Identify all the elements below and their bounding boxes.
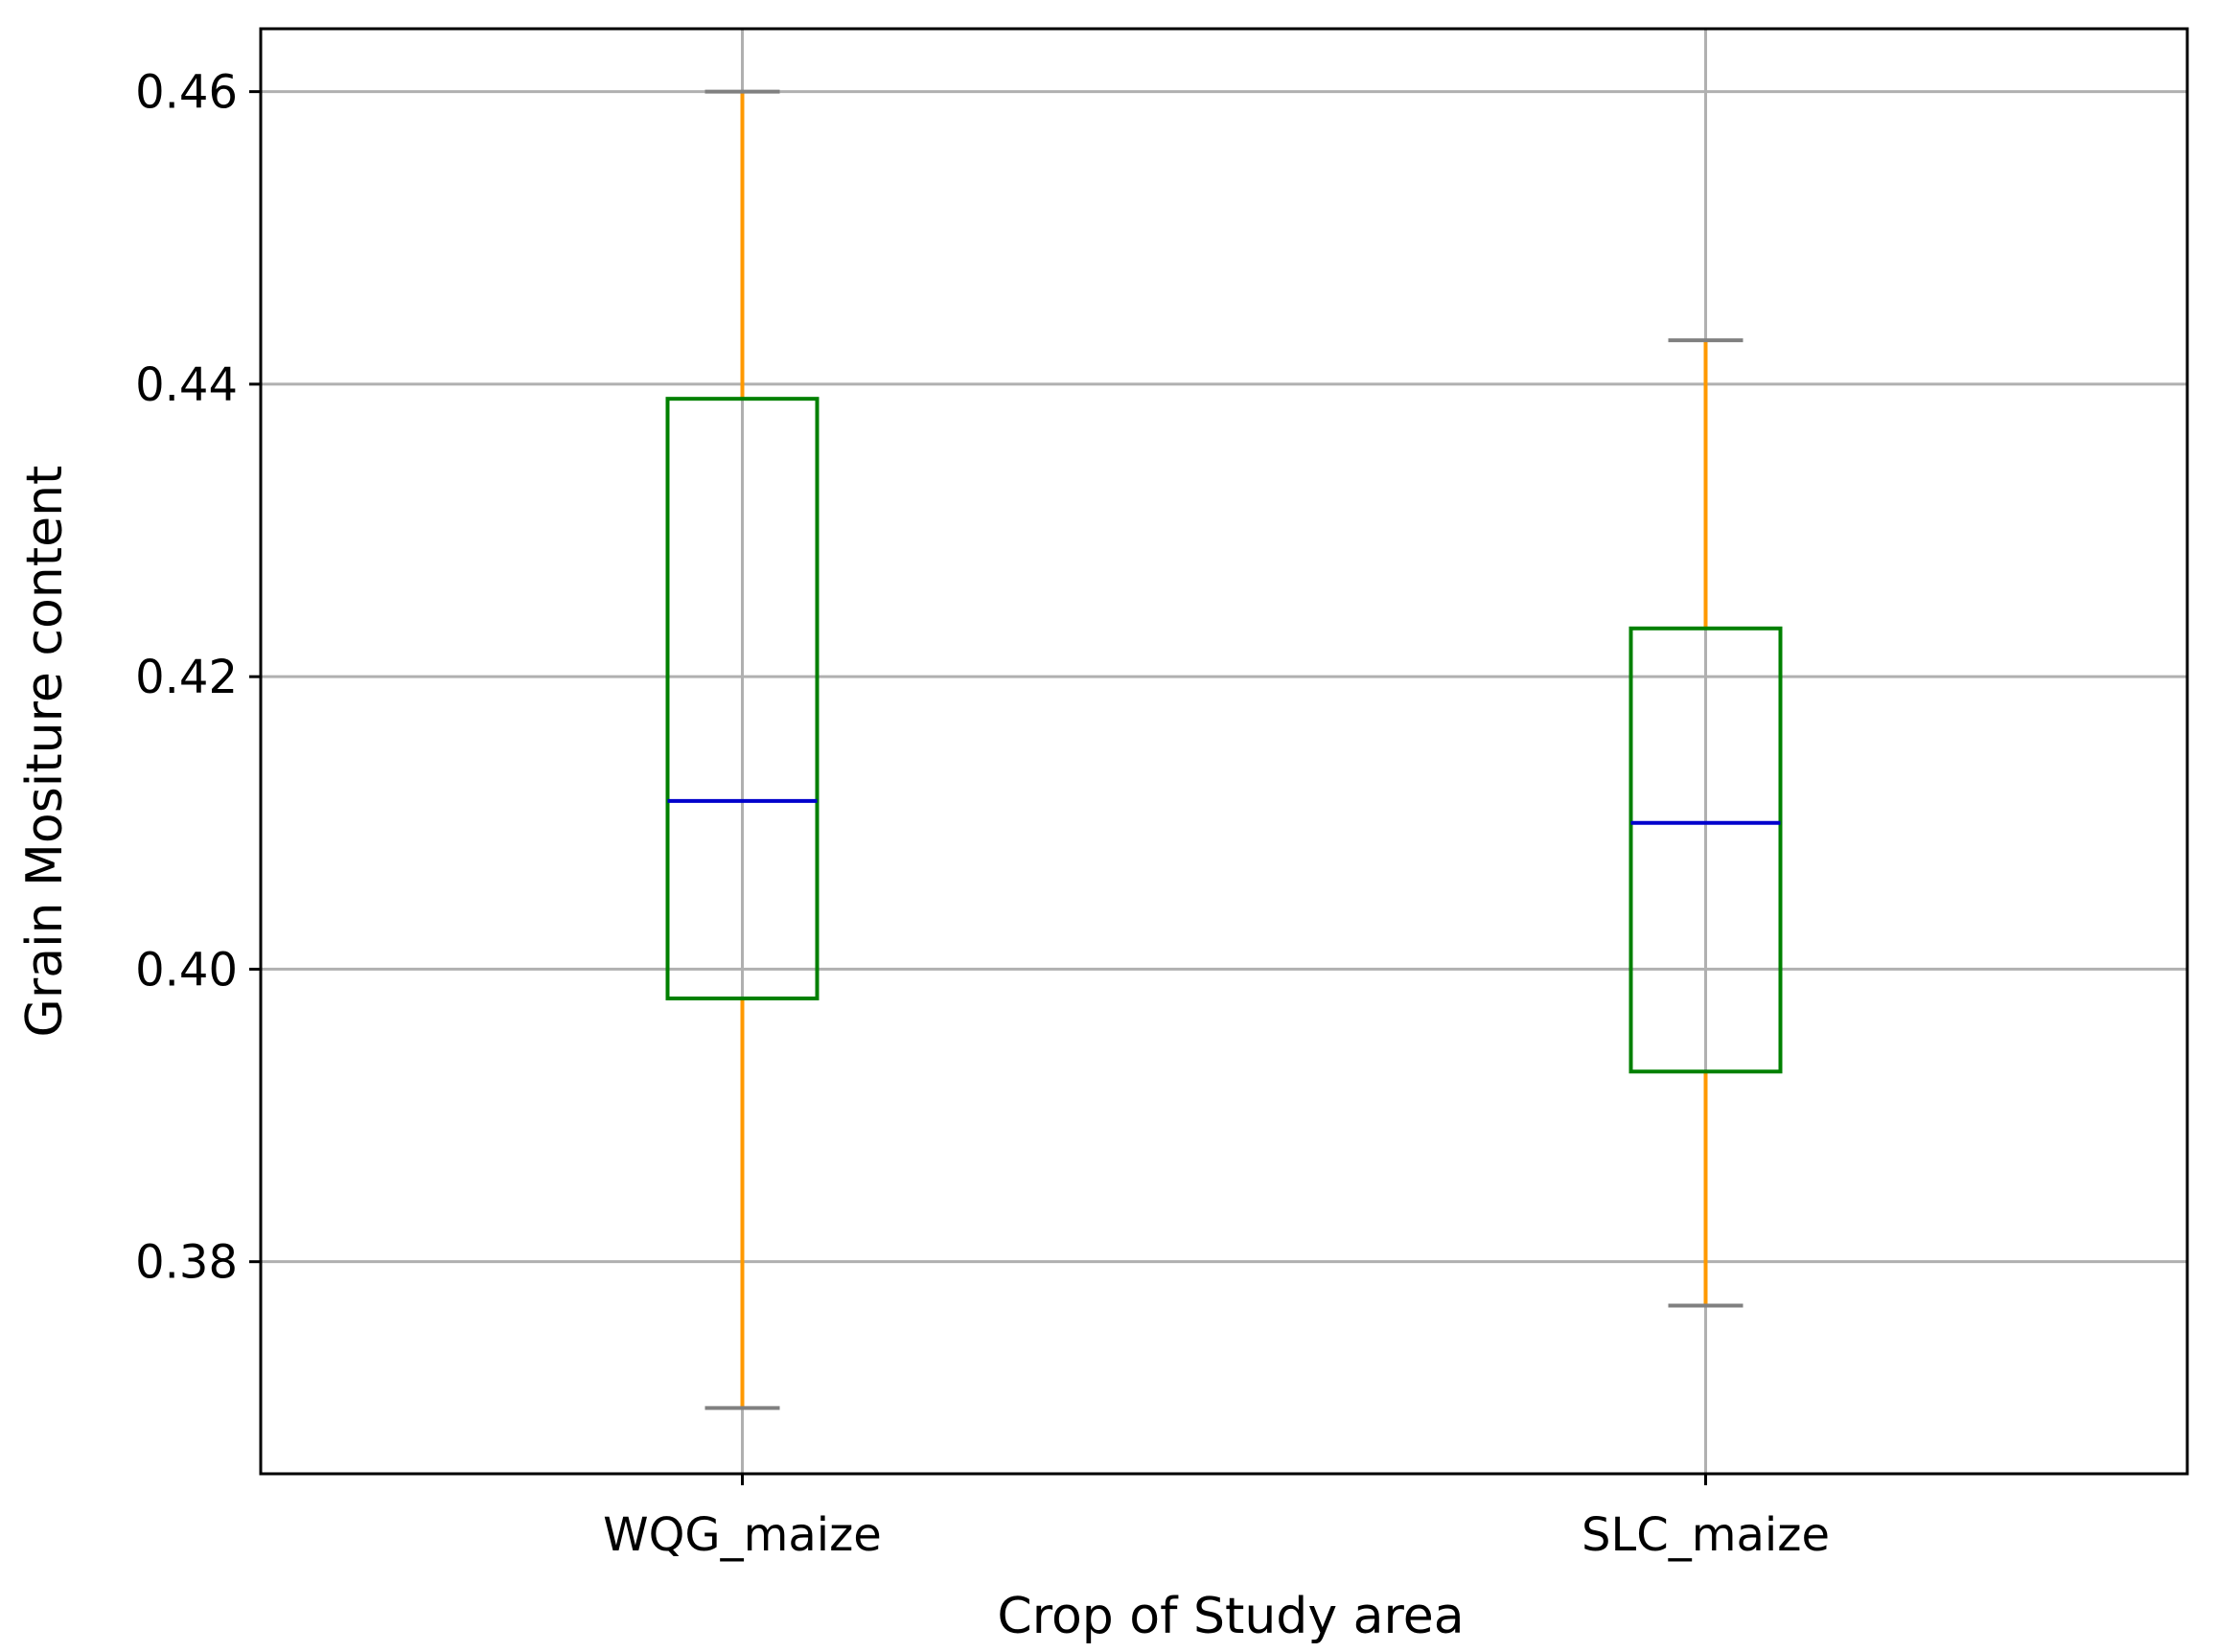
y-tick-label: 0.46 [135, 66, 238, 120]
y-tick-label: 0.44 [135, 358, 238, 412]
iqr-box [665, 397, 820, 1000]
x-tick-label: SLC_maize [1582, 1508, 1830, 1562]
y-axis-title: Grain Mositure content [16, 466, 74, 1038]
y-tick-label: 0.38 [135, 1236, 238, 1290]
boxes-layer [665, 89, 1783, 1411]
x-axis-title: Crop of Study area [997, 1588, 1464, 1645]
grid-layer [261, 29, 2187, 1474]
x-tick-label: WQG_maize [603, 1508, 882, 1562]
box-group [1628, 338, 1783, 1308]
y-tick-label: 0.40 [135, 943, 238, 997]
plot-frame [259, 27, 2189, 1476]
y-tick-label: 0.42 [135, 651, 238, 704]
iqr-box [1628, 626, 1783, 1074]
box-group [665, 89, 820, 1411]
ticks-layer: 0.38 0.40 0.42 0.44 0.46 WQG_maize SLC_maize [135, 66, 1830, 1562]
